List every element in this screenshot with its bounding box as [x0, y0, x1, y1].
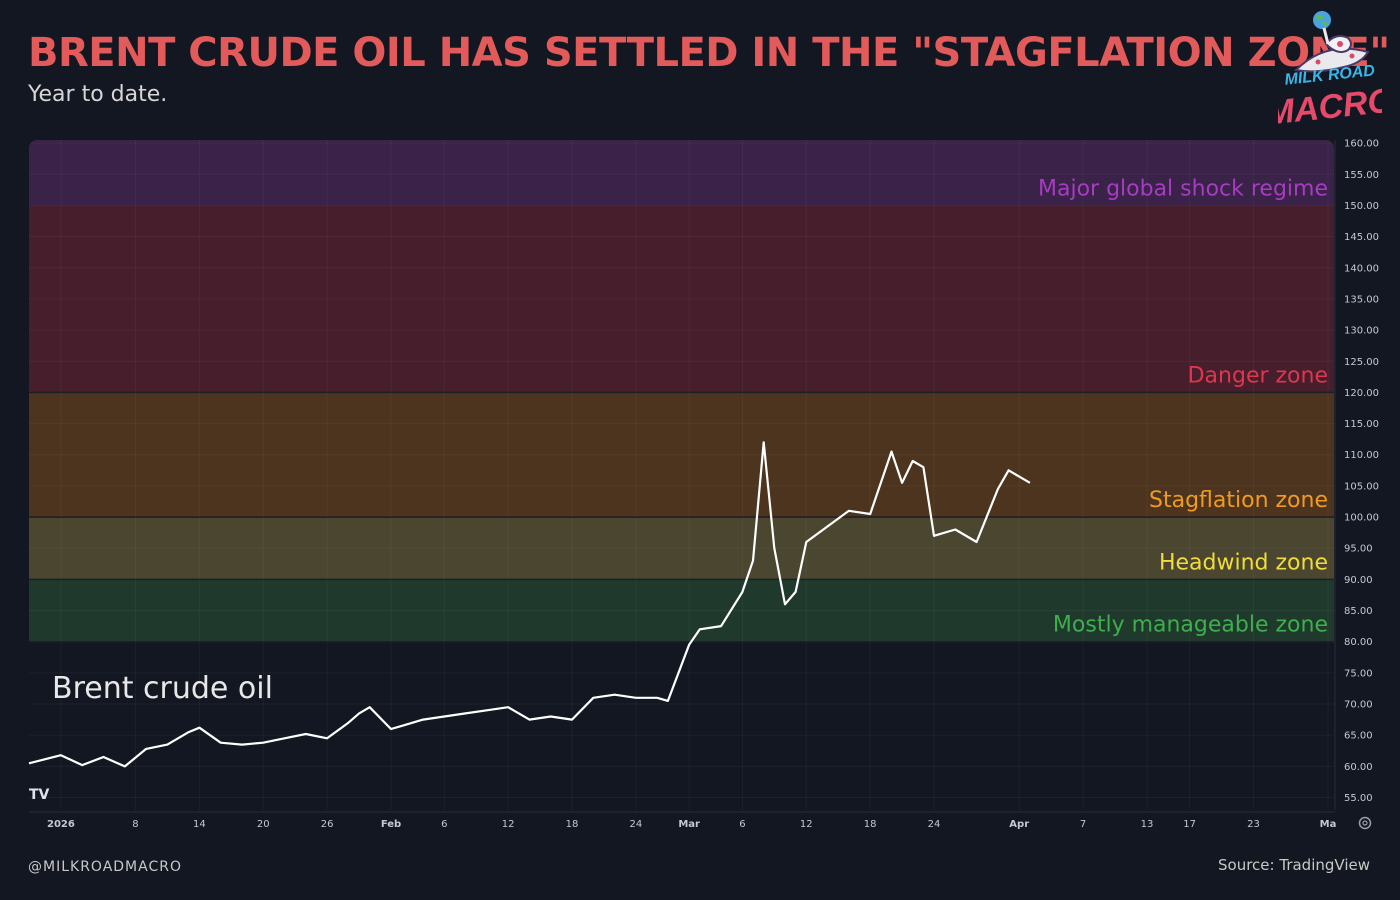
x-tick-label-8: 18 — [566, 819, 579, 830]
x-tick-label-9: 24 — [630, 819, 643, 830]
y-tick-label-6: 130.00 — [1344, 326, 1379, 337]
y-tick-label-16: 80.00 — [1344, 637, 1373, 648]
y-tick-label-8: 120.00 — [1344, 388, 1379, 399]
y-tick-label-9: 115.00 — [1344, 419, 1379, 430]
y-tick-label-5: 135.00 — [1344, 294, 1379, 305]
x-tick-label-12: 12 — [800, 819, 813, 830]
astronaut-on-moon-icon — [1293, 11, 1370, 73]
zone-label-4: Mostly manageable zone — [1053, 613, 1328, 638]
x-tick-label-13: 18 — [864, 819, 877, 830]
zone-band-3 — [29, 517, 1334, 580]
logo-line-2: MACRO — [1278, 81, 1382, 130]
source-credit: Source: TradingView — [1218, 856, 1370, 874]
y-tick-label-0: 160.00 — [1344, 139, 1379, 150]
y-tick-label-1: 155.00 — [1344, 170, 1379, 181]
zone-band-1 — [29, 205, 1334, 393]
x-tick-label-14: 24 — [928, 819, 941, 830]
tradingview-logo-text: TV — [29, 787, 50, 803]
x-tick-label-3: 20 — [257, 819, 270, 830]
y-tick-label-3: 145.00 — [1344, 232, 1379, 243]
y-tick-label-14: 90.00 — [1344, 575, 1373, 586]
y-tick-label-4: 140.00 — [1344, 263, 1379, 274]
x-tick-label-6: 6 — [441, 819, 447, 830]
y-tick-label-15: 85.00 — [1344, 606, 1373, 617]
y-tick-label-21: 55.00 — [1344, 793, 1373, 804]
tradingview-logo[interactable]: TV — [29, 787, 50, 803]
price-line — [28, 441, 1031, 768]
zone-label-0: Major global shock regime — [1038, 176, 1328, 201]
x-tick-label-11: 6 — [739, 819, 745, 830]
x-tick-label-20: Ma — [1320, 819, 1337, 830]
x-tick-label-18: 17 — [1183, 819, 1196, 830]
page-subtitle: Year to date. — [28, 82, 168, 107]
series-label: Brent crude oil — [52, 671, 273, 706]
y-tick-label-12: 100.00 — [1344, 513, 1379, 524]
x-tick-label-10: Mar — [678, 819, 700, 830]
x-tick-label-1: 8 — [132, 819, 138, 830]
brent-chart: Major global shock regime Danger zone Stag… — [28, 139, 1379, 830]
y-tick-label-17: 75.00 — [1344, 668, 1373, 679]
zone-band-2 — [29, 392, 1334, 518]
x-tick-label-5: Feb — [381, 819, 401, 830]
brand-logo: MILK ROAD MACRO — [1278, 11, 1382, 130]
page-title: BRENT CRUDE OIL HAS SETTLED IN THE "STAG… — [28, 30, 1390, 76]
y-tick-label-11: 105.00 — [1344, 481, 1379, 492]
x-tick-label-19: 23 — [1247, 819, 1260, 830]
x-tick-label-17: 13 — [1141, 819, 1154, 830]
x-tick-label-7: 12 — [502, 819, 515, 830]
x-tick-label-4: 26 — [321, 819, 334, 830]
x-tick-label-15: Apr — [1009, 819, 1029, 830]
x-tick-label-2: 14 — [193, 819, 206, 830]
zone-band-0 — [29, 140, 1334, 206]
gear-icon[interactable] — [1358, 816, 1372, 830]
y-tick-label-19: 65.00 — [1344, 731, 1373, 742]
y-tick-label-20: 60.00 — [1344, 762, 1373, 773]
zone-label-3: Headwind zone — [1159, 550, 1328, 575]
social-handle: @MILKROADMACRO — [28, 859, 182, 875]
x-tick-label-0: 2026 — [47, 819, 75, 830]
y-tick-label-7: 125.00 — [1344, 357, 1379, 368]
y-tick-label-18: 70.00 — [1344, 700, 1373, 711]
y-tick-label-2: 150.00 — [1344, 201, 1379, 212]
zone-label-1: Danger zone — [1188, 363, 1328, 388]
y-tick-label-10: 110.00 — [1344, 450, 1379, 461]
x-tick-label-16: 7 — [1080, 819, 1086, 830]
zone-label-2: Stagflation zone — [1149, 488, 1328, 513]
zone-band-4 — [29, 579, 1334, 642]
y-tick-label-13: 95.00 — [1344, 544, 1373, 555]
